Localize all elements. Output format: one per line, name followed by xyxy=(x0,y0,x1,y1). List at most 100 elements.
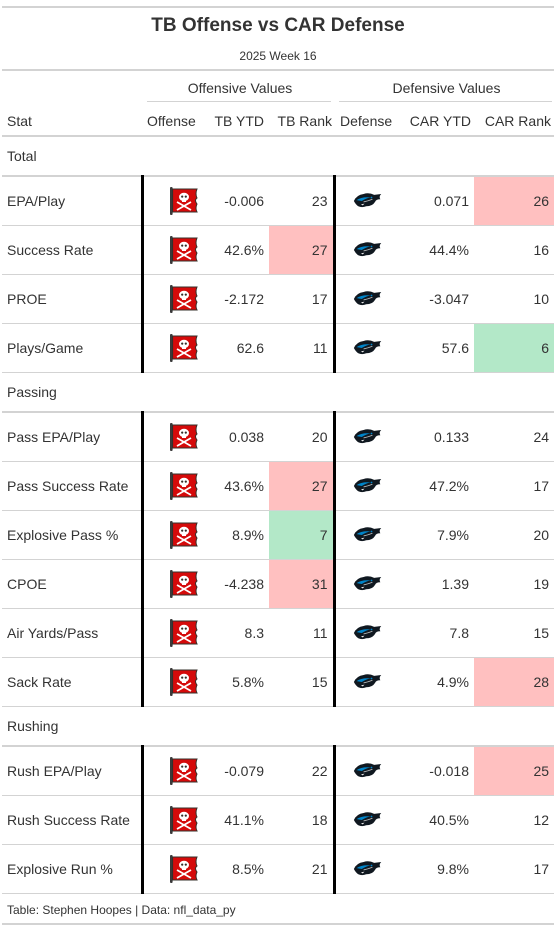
tampa-bay-buccaneers-flag-icon xyxy=(168,805,200,835)
table-row: Explosive Pass % 8.9% 7 7.9% 20 xyxy=(2,510,555,560)
table-row: Rush Success Rate 41.1% 18 40.5% 12 xyxy=(2,795,555,845)
car-ytd-cell: -3.047 xyxy=(401,274,474,324)
col-header-stat: Stat xyxy=(7,113,32,129)
group-label: Passing xyxy=(2,372,555,413)
car-rank-cell: 16 xyxy=(474,225,555,275)
carolina-panthers-icon xyxy=(353,574,383,594)
carolina-panthers-icon xyxy=(353,623,383,643)
tb-rank-cell: 22 xyxy=(269,746,334,796)
car-rank-cell: 17 xyxy=(474,461,555,511)
carolina-panthers-icon xyxy=(353,427,383,447)
defense-logo-cell xyxy=(332,657,401,707)
stat-name-cell: Sack Rate xyxy=(2,657,142,707)
defense-logo-cell xyxy=(332,844,401,894)
col-header-defense: Defense xyxy=(340,113,393,129)
table-row: Air Yards/Pass 8.3 11 7.8 15 xyxy=(2,608,555,658)
car-rank-cell: 10 xyxy=(474,274,555,324)
carolina-panthers-icon xyxy=(353,761,383,781)
tb-rank-cell: 11 xyxy=(269,323,334,373)
offense-logo-cell xyxy=(140,844,204,894)
offense-logo-cell xyxy=(140,323,204,373)
group-label: Rushing xyxy=(2,706,555,747)
tampa-bay-buccaneers-flag-icon xyxy=(168,235,200,265)
table-row: CPOE -4.238 31 1.39 19 xyxy=(2,559,555,609)
stats-table-body: Total EPA/Play -0.006 23 0.071 26 Success Rate… xyxy=(2,137,555,894)
car-ytd-cell: 7.9% xyxy=(401,510,474,560)
carolina-panthers-icon xyxy=(353,859,383,879)
defense-logo-cell xyxy=(332,225,401,275)
table-row: Pass EPA/Play 0.038 20 0.133 24 xyxy=(2,412,555,462)
car-rank-cell: 24 xyxy=(474,412,555,462)
defense-logo-cell xyxy=(332,608,401,658)
tb-rank-cell: 31 xyxy=(269,559,334,609)
stat-name-cell: Rush Success Rate xyxy=(2,795,142,845)
offense-logo-cell xyxy=(140,176,204,226)
tb-ytd-cell: -2.172 xyxy=(204,274,269,324)
car-ytd-cell: 44.4% xyxy=(401,225,474,275)
row-group-passing: Passing xyxy=(2,372,555,413)
tb-rank-cell: 7 xyxy=(269,510,334,560)
col-header-car-ytd: CAR YTD xyxy=(409,113,471,129)
offense-logo-cell xyxy=(140,657,204,707)
tb-ytd-cell: 42.6% xyxy=(204,225,269,275)
offense-logo-cell xyxy=(140,510,204,560)
car-rank-cell: 12 xyxy=(474,795,555,845)
car-rank-cell: 25 xyxy=(474,746,555,796)
defense-logo-cell xyxy=(332,559,401,609)
car-rank-cell: 15 xyxy=(474,608,555,658)
stat-name-cell: Success Rate xyxy=(2,225,142,275)
group-label: Total xyxy=(2,137,555,177)
table-row: Sack Rate 5.8% 15 4.9% 28 xyxy=(2,657,555,707)
tb-ytd-cell: 8.5% xyxy=(204,844,269,894)
defense-logo-cell xyxy=(332,274,401,324)
table-row: PROE -2.172 17 -3.047 10 xyxy=(2,274,555,324)
stat-name-cell: PROE xyxy=(2,274,142,324)
col-header-tb-ytd: TB YTD xyxy=(214,113,264,129)
spanner-offensive-values: Offensive Values xyxy=(187,80,293,96)
stat-name-cell: Explosive Run % xyxy=(2,844,142,894)
spanner-offensive-line xyxy=(147,101,331,102)
carolina-panthers-icon xyxy=(353,476,383,496)
tb-ytd-cell: 5.8% xyxy=(204,657,269,707)
stat-name-cell: Explosive Pass % xyxy=(2,510,142,560)
carolina-panthers-icon xyxy=(353,525,383,545)
stat-name-cell: Air Yards/Pass xyxy=(2,608,142,658)
table-subtitle: 2025 Week 16 xyxy=(239,49,317,63)
header-rule xyxy=(2,69,554,71)
stat-name-cell: Rush EPA/Play xyxy=(2,746,142,796)
table-row: Explosive Run % 8.5% 21 9.8% 17 xyxy=(2,844,555,894)
tampa-bay-buccaneers-flag-icon xyxy=(168,422,200,452)
tampa-bay-buccaneers-flag-icon xyxy=(168,569,200,599)
defense-logo-cell xyxy=(332,795,401,845)
defense-logo-cell xyxy=(332,323,401,373)
table-title: TB Offense vs CAR Defense xyxy=(151,15,405,36)
carolina-panthers-icon xyxy=(353,672,383,692)
tampa-bay-buccaneers-flag-icon xyxy=(168,618,200,648)
tb-rank-cell: 15 xyxy=(269,657,334,707)
col-header-offense: Offense xyxy=(147,113,196,129)
col-header-car-rank: CAR Rank xyxy=(484,113,551,129)
tampa-bay-buccaneers-flag-icon xyxy=(168,333,200,363)
offense-logo-cell xyxy=(140,746,204,796)
carolina-panthers-icon xyxy=(353,191,383,211)
tb-ytd-cell: 43.6% xyxy=(204,461,269,511)
tb-ytd-cell: 0.038 xyxy=(204,412,269,462)
spanner-defensive-values: Defensive Values xyxy=(392,80,501,96)
tampa-bay-buccaneers-flag-icon xyxy=(168,186,200,216)
tb-ytd-cell: 8.3 xyxy=(204,608,269,658)
car-ytd-cell: 0.133 xyxy=(401,412,474,462)
tb-ytd-cell: 62.6 xyxy=(204,323,269,373)
tb-rank-cell: 18 xyxy=(269,795,334,845)
top-rule xyxy=(2,6,554,8)
tb-ytd-cell: -4.238 xyxy=(204,559,269,609)
tb-rank-cell: 23 xyxy=(269,176,334,226)
tb-rank-cell: 27 xyxy=(269,225,334,275)
car-ytd-cell: 1.39 xyxy=(401,559,474,609)
tampa-bay-buccaneers-flag-icon xyxy=(168,284,200,314)
car-ytd-cell: 4.9% xyxy=(401,657,474,707)
stat-name-cell: Pass Success Rate xyxy=(2,461,142,511)
table-row: Plays/Game 62.6 11 57.6 6 xyxy=(2,323,555,373)
tampa-bay-buccaneers-flag-icon xyxy=(168,520,200,550)
spanner-defensive-line xyxy=(339,101,552,102)
carolina-panthers-icon xyxy=(353,289,383,309)
